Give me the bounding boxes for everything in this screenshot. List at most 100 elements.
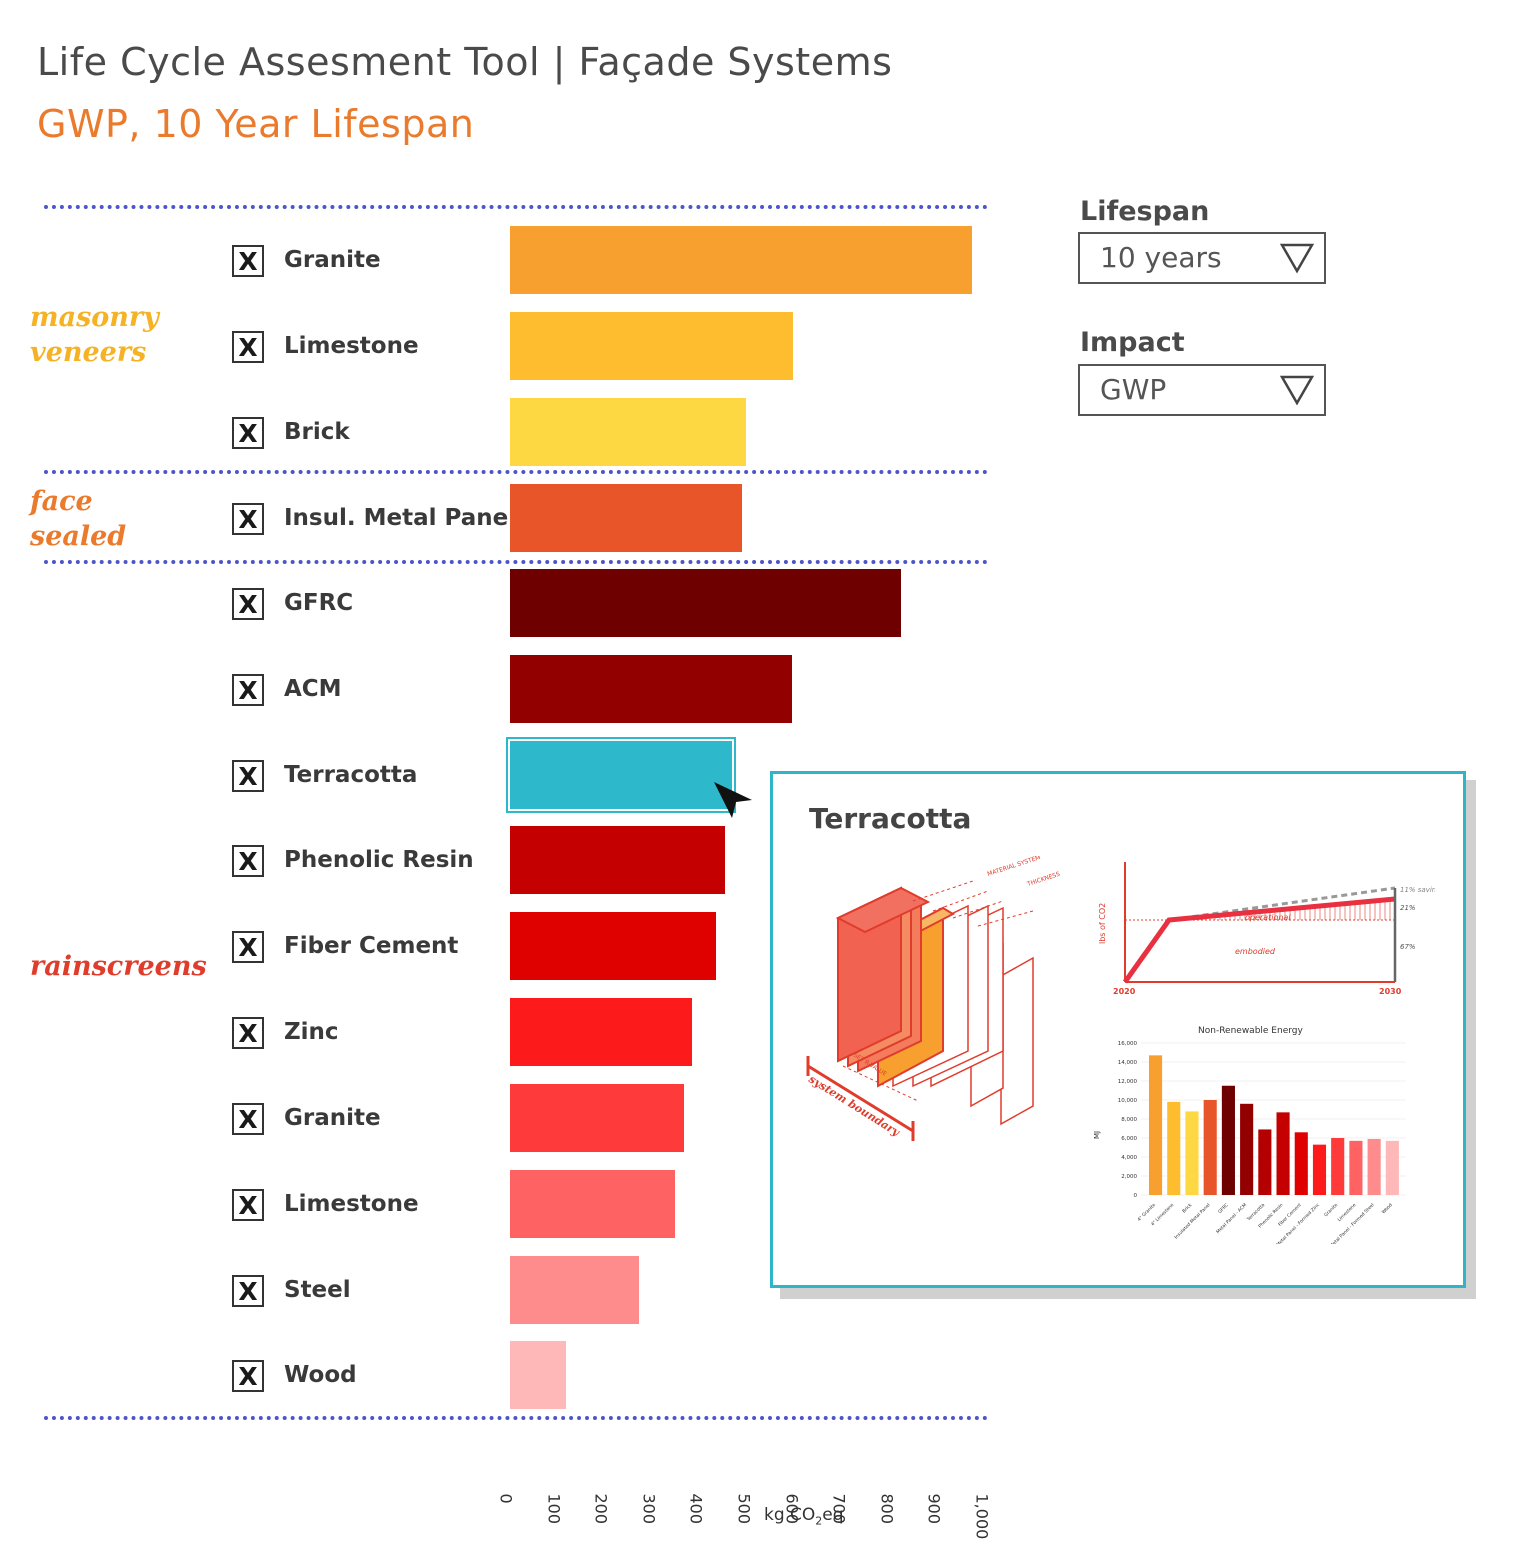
page-title: Life Cycle Assesment Tool | Façade Syste… [37, 40, 893, 84]
lifespan-select[interactable]: 10 years [1078, 232, 1326, 284]
bar[interactable] [510, 826, 725, 894]
nre-x-tick: Insulated Metal Panel [1173, 1202, 1211, 1240]
bar[interactable] [510, 484, 742, 552]
line-chart-x-start: 2020 [1113, 987, 1136, 996]
row-label: Insul. Metal Panel [284, 505, 517, 531]
row-checkbox[interactable]: X [232, 1103, 264, 1135]
x-tick-label: 100 [544, 1493, 564, 1525]
embodied-label: embodied [1235, 947, 1276, 956]
row-label: ACM [284, 676, 342, 702]
row-label: Fiber Cement [284, 933, 459, 959]
thickness-label: THICKNESS [1026, 871, 1062, 889]
nre-y-tick: 14,000 [1118, 1060, 1138, 1066]
row-checkbox[interactable]: X [232, 588, 264, 620]
row-label: Brick [284, 419, 350, 445]
bar[interactable] [510, 398, 746, 466]
row-label: Granite [284, 1105, 381, 1131]
nre-bar [1167, 1101, 1181, 1195]
nre-bar [1276, 1112, 1290, 1195]
nre-y-tick: 8,000 [1121, 1117, 1137, 1123]
x-tick-label: 200 [591, 1493, 611, 1525]
mouse-pointer-icon [712, 780, 754, 824]
row-checkbox[interactable]: X [232, 1189, 264, 1221]
lifespan-label: Lifespan [1080, 196, 1210, 227]
row-label: Limestone [284, 1191, 419, 1217]
nre-y-tick: 12,000 [1118, 1079, 1138, 1085]
operational-label: operational [1245, 913, 1291, 922]
row-label: Limestone [284, 333, 419, 359]
detail-popup: Terracotta syste [770, 771, 1466, 1288]
nre-y-tick: 6,000 [1121, 1136, 1137, 1142]
row-checkbox[interactable]: X [232, 245, 264, 277]
nre-bar [1312, 1144, 1327, 1195]
nre-x-tick: Wood [1381, 1202, 1394, 1215]
row-label: Granite [284, 247, 381, 273]
bar[interactable] [510, 655, 792, 723]
system-boundary-label: system boundary [806, 1073, 903, 1140]
lifespan-value: 10 years [1100, 241, 1222, 274]
savings-label: 11% savings [1400, 886, 1435, 894]
x-axis-label: kg CO2eq [764, 1505, 844, 1528]
bar[interactable] [510, 1341, 566, 1409]
group-label-face-sealed: face sealed [30, 486, 127, 552]
assembly-diagram: system boundary SET R-VALUE MATERIAL SYS… [806, 856, 1062, 1141]
x-tick-label: 0 [496, 1493, 516, 1504]
row-checkbox[interactable]: X [232, 331, 264, 363]
impact-select[interactable]: GWP [1078, 364, 1326, 416]
nre-bar [1240, 1103, 1254, 1195]
row-label: Phenolic Resin [284, 847, 474, 873]
nre-bar [1149, 1055, 1163, 1195]
x-tick-label: 400 [686, 1493, 706, 1525]
row-checkbox[interactable]: X [232, 417, 264, 449]
bar[interactable] [510, 1084, 684, 1152]
x-tick-label: 500 [734, 1493, 754, 1525]
bar[interactable] [510, 912, 716, 980]
bar[interactable] [510, 569, 901, 637]
nre-x-tick: Metal Panel - ACM [1215, 1202, 1248, 1235]
nre-bar [1185, 1111, 1199, 1195]
nre-chart-title: Non-Renewable Energy [1198, 1026, 1303, 1036]
row-checkbox[interactable]: X [232, 674, 264, 706]
x-tick-label: 300 [639, 1493, 659, 1525]
line-chart-ylabel: lbs of CO2 [1098, 903, 1107, 944]
nre-bar [1221, 1085, 1235, 1195]
bar[interactable] [510, 312, 793, 380]
bar-highlighted[interactable] [506, 737, 736, 813]
nre-y-tick: 10,000 [1118, 1098, 1138, 1104]
row-label: Zinc [284, 1019, 339, 1045]
nre-bar [1349, 1140, 1363, 1195]
row-checkbox[interactable]: X [232, 1017, 264, 1049]
group-divider [44, 1416, 988, 1420]
page-subtitle: GWP, 10 Year Lifespan [37, 102, 475, 146]
x-tick-label: 800 [877, 1493, 897, 1525]
row-checkbox[interactable]: X [232, 1275, 264, 1307]
nre-y-tick: 4,000 [1121, 1155, 1137, 1161]
row-checkbox[interactable]: X [232, 931, 264, 963]
nre-bar [1367, 1138, 1381, 1195]
nre-x-tick: Brick [1181, 1202, 1193, 1214]
nre-bar [1294, 1132, 1308, 1195]
row-label: Terracotta [284, 762, 418, 788]
row-checkbox[interactable]: X [232, 1360, 264, 1392]
bar[interactable] [510, 1170, 675, 1238]
popup-title: Terracotta [809, 802, 972, 835]
chevron-down-icon [1279, 242, 1315, 278]
pct-low-label: 67% [1400, 943, 1416, 951]
nre-chart-ylabel: MJ [1093, 1131, 1101, 1139]
row-checkbox[interactable]: X [232, 760, 264, 792]
chevron-down-icon [1279, 374, 1315, 410]
bar[interactable] [510, 226, 972, 294]
row-checkbox[interactable]: X [232, 845, 264, 877]
group-divider [44, 205, 988, 209]
x-tick-label: 1,000 [972, 1493, 992, 1540]
nre-bar [1258, 1129, 1272, 1195]
emissions-line-chart: lbs of CO2 2020 2030 operational embodie… [1098, 862, 1435, 996]
bar[interactable] [510, 1256, 639, 1324]
group-label-masonry-veneers: masonry veneers [30, 302, 159, 368]
pct-mid-label: 21% [1400, 904, 1416, 912]
x-tick-label: 900 [924, 1493, 944, 1525]
group-divider [44, 470, 988, 474]
row-checkbox[interactable]: X [232, 503, 264, 535]
row-label: GFRC [284, 590, 354, 616]
bar[interactable] [510, 998, 692, 1066]
